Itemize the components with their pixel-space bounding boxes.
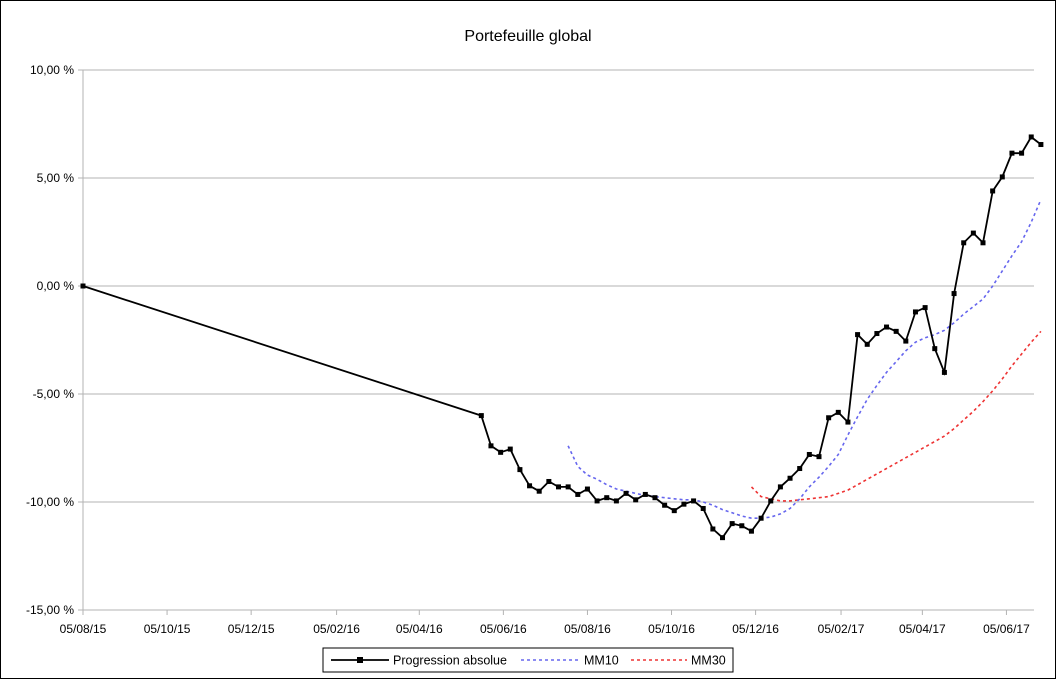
x-tick-label: 05/02/17 [818,622,865,636]
y-tick-label: 5,00 % [37,171,75,185]
data-point-marker [990,188,996,194]
data-point-marker [787,475,793,481]
data-point-marker [556,484,561,490]
data-point-marker [951,291,957,297]
legend: Progression absolue MM10 MM30 [322,647,734,673]
data-point-marker [1028,134,1034,140]
data-point-marker [584,486,590,492]
data-point-marker [961,240,967,246]
y-tick-label: -10,00 % [26,495,74,509]
series-mm10 [567,199,1042,520]
data-point-marker [893,328,899,334]
x-tick-label: 05/06/17 [983,622,1030,636]
x-tick-label: 05/12/15 [228,622,275,636]
data-point-marker [864,341,870,347]
data-point-marker [970,230,976,236]
x-tick-label: 05/02/16 [313,622,360,636]
data-point-marker [912,309,918,315]
data-point-marker [507,446,513,452]
data-point-marker [710,526,716,532]
data-point-marker [642,491,648,497]
data-point-marker [768,498,774,504]
series-layer [80,134,1044,541]
data-point-marker [594,498,600,504]
data-point-marker [691,498,697,504]
data-point-marker [80,283,86,289]
x-tick-label: 05/12/16 [732,622,779,636]
series-line [750,330,1042,502]
series-progression-absolue [80,134,1044,541]
data-point-marker [681,501,687,507]
data-point-marker [623,490,629,496]
data-point-marker [527,483,533,489]
legend-label: Progression absolue [393,654,507,668]
chart-title: Portefeuille global [464,28,591,45]
data-point-marker [546,478,552,484]
series-line [567,199,1042,520]
data-point-marker [536,488,542,494]
data-point-marker [575,491,581,497]
data-point-marker [835,409,841,415]
data-point-marker [478,413,484,419]
series-mm30 [750,330,1042,502]
data-point-marker [874,331,880,337]
x-tick-label: 05/06/16 [480,622,527,636]
data-point-marker [903,338,909,344]
data-point-marker [700,505,706,511]
grid-lines [83,69,1034,611]
data-point-marker [1019,150,1025,156]
data-point-marker [816,454,822,460]
data-point-marker [662,502,668,508]
axes [82,70,1034,611]
data-point-marker [845,419,851,425]
data-point-marker [884,324,890,330]
data-point-marker [613,498,619,504]
data-point-marker [999,174,1005,180]
data-point-marker [748,528,754,534]
data-point-marker [517,467,523,473]
x-tick-label: 05/04/16 [396,622,443,636]
data-point-marker [980,240,986,246]
x-tick-label: 05/08/16 [564,622,611,636]
y-axis-ticks: 10,00 % 5,00 % 0,00 % -5,00 % -10,00 % -15,00… [26,63,83,617]
data-point-marker [652,495,658,501]
data-point-marker [777,484,783,490]
legend-marker [357,657,363,663]
data-point-marker [806,451,812,457]
x-axis-ticks: 05/08/15 05/10/15 05/12/15 05/02/16 05/04/16… [60,610,1030,636]
x-tick-label: 05/04/17 [899,622,946,636]
y-tick-label: -15,00 % [26,603,74,617]
x-tick-label: 05/10/16 [648,622,695,636]
legend-label: MM10 [584,654,619,668]
data-point-marker [729,521,735,527]
data-point-marker [1009,150,1015,156]
data-point-marker [720,535,726,541]
data-point-marker [488,443,494,449]
series-line [82,135,1042,539]
data-point-marker [671,508,677,514]
data-point-marker [826,415,832,421]
legend-label: MM30 [691,654,726,668]
data-point-marker [633,497,639,503]
data-point-marker [922,305,928,311]
data-point-marker [604,495,610,501]
x-tick-label: 05/08/15 [60,622,107,636]
data-point-marker [758,515,764,521]
data-point-marker [739,523,745,529]
data-point-marker [855,332,861,338]
y-tick-label: 10,00 % [30,63,74,77]
data-point-marker [797,466,803,472]
y-tick-label: 0,00 % [37,279,75,293]
data-point-marker [932,346,938,352]
x-tick-label: 05/10/15 [144,622,191,636]
data-point-marker [498,449,504,455]
data-point-marker [565,484,571,490]
data-point-marker [1038,142,1044,148]
data-point-marker [941,369,947,375]
y-tick-label: -5,00 % [33,387,75,401]
